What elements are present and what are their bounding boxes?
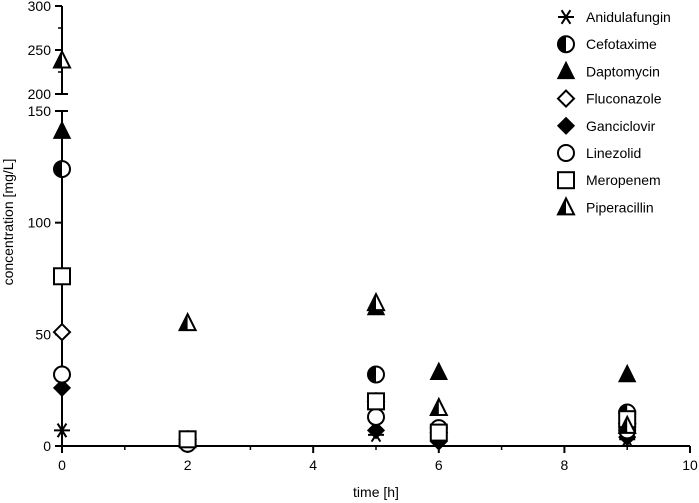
y-tick-label: 50	[35, 326, 51, 342]
data-point-daptomycin	[429, 361, 449, 381]
data-point-meropenem	[178, 430, 197, 449]
x-axis-title: time [h]	[353, 484, 399, 500]
y-tick-label: 300	[28, 0, 52, 14]
legend-marker-anidulafungin	[558, 9, 574, 25]
legend-item-anidulafungin: Anidulafungin	[558, 9, 671, 25]
legend-marker-piperacillin	[556, 196, 576, 216]
data-point-linezolid	[53, 365, 71, 384]
y-tick-label: 100	[28, 215, 52, 231]
data-point-anidulafungin	[54, 423, 70, 438]
data-point-cefotaxime	[367, 365, 385, 384]
data-point-meropenem	[429, 423, 448, 442]
x-tick-label: 10	[682, 457, 698, 473]
data-point-fluconazole	[52, 322, 72, 342]
data-point-ganciclovir	[366, 421, 386, 440]
y-tick-label: 250	[28, 42, 52, 58]
legend-item-linezolid: Linezolid	[557, 144, 641, 162]
legend-item-daptomycin: Daptomycin	[556, 60, 660, 80]
data-point-daptomycin	[617, 363, 637, 383]
legend-item-cefotaxime: Cefotaxime	[557, 35, 657, 54]
data-point-daptomycin	[52, 120, 72, 139]
x-tick-label: 8	[561, 457, 569, 473]
legend-label-anidulafungin: Anidulafungin	[586, 9, 671, 25]
legend-item-fluconazole: Fluconazole	[556, 89, 662, 109]
legend: Anidulafungin Cefotaxime Daptomycin Flucona…	[556, 9, 671, 216]
data-points	[52, 49, 637, 453]
x-tick-label: 6	[435, 457, 443, 473]
legend-marker-daptomycin	[556, 60, 576, 80]
y-tick-label: 0	[43, 438, 51, 454]
data-point-piperacillin	[617, 414, 637, 434]
y-axis-title: concentration [mg/L]	[0, 159, 16, 286]
legend-marker-meropenem	[557, 171, 575, 190]
legend-label-meropenem: Meropenem	[586, 172, 661, 188]
data-point-piperacillin	[429, 396, 449, 417]
legend-label-daptomycin: Daptomycin	[586, 63, 660, 79]
data-point-piperacillin	[177, 311, 198, 332]
data-point-ganciclovir	[52, 378, 72, 397]
legend-label-ganciclovir: Ganciclovir	[586, 118, 656, 134]
legend-item-ganciclovir: Ganciclovir	[556, 116, 656, 135]
data-point-piperacillin	[52, 49, 72, 69]
data-point-piperacillin	[366, 291, 386, 312]
data-point-meropenem	[367, 392, 385, 411]
legend-label-fluconazole: Fluconazole	[586, 91, 662, 107]
data-point-linezolid	[367, 407, 385, 426]
x-tick-label: 4	[309, 457, 317, 473]
y-tick-label: 150	[28, 103, 52, 119]
legend-marker-linezolid	[557, 144, 575, 162]
legend-label-piperacillin: Piperacillin	[586, 199, 654, 215]
legend-marker-fluconazole	[556, 89, 576, 109]
legend-item-meropenem: Meropenem	[557, 171, 661, 190]
legend-label-cefotaxime: Cefotaxime	[586, 36, 657, 52]
data-point-meropenem	[53, 267, 71, 286]
legend-label-linezolid: Linezolid	[586, 145, 641, 161]
legend-marker-ganciclovir	[556, 116, 576, 135]
legend-marker-cefotaxime	[557, 35, 575, 54]
y-tick-label: 200	[28, 86, 52, 102]
x-tick-label: 2	[184, 457, 192, 473]
legend-item-piperacillin: Piperacillin	[556, 196, 654, 216]
x-tick-label: 0	[58, 457, 66, 473]
data-point-cefotaxime	[53, 160, 71, 179]
